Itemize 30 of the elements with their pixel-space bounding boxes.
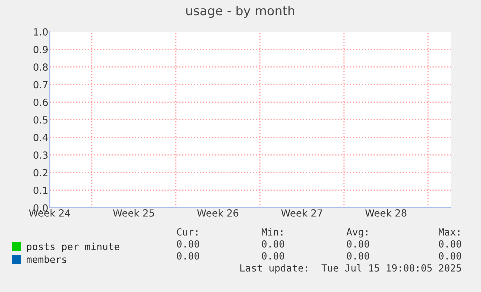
y-tick-label: 0.9 [34, 46, 48, 54]
y-tick-label: 0.7 [34, 81, 48, 89]
text: 0.00 [177, 240, 200, 248]
text: Cur: [177, 228, 198, 236]
text: Min: [262, 228, 283, 236]
y-tick-label: 0.2 [34, 169, 48, 177]
y-tick-label: 0.1 [34, 186, 48, 194]
chart-title: usage - by month [186, 6, 294, 18]
x-tick-label: Week 26 [197, 209, 239, 217]
text: 0.00 [262, 240, 284, 248]
x-tick-label: Week 27 [281, 209, 322, 217]
text: Max: [438, 228, 460, 236]
y-tick-label: 0.8 [34, 64, 48, 72]
x-tick-label: Week 25 [113, 209, 154, 217]
y-tick-label: 0.6 [34, 98, 48, 106]
text: 0.00 [177, 252, 200, 260]
y-tick-label: 0.3 [34, 152, 48, 160]
legend-label: members [26, 256, 66, 264]
x-tick-label: Week 28 [366, 209, 407, 217]
text: 0.00 [347, 252, 370, 260]
text: Avg: [346, 228, 368, 238]
text: 0.00 [347, 240, 370, 248]
text: 0.00 [262, 252, 284, 260]
y-tick-label: 1.0 [34, 28, 48, 36]
text: 0.00 [439, 252, 462, 260]
y-tick-label: 0.4 [34, 134, 48, 142]
legend-label: posts per minute [27, 242, 120, 252]
text: 0.00 [439, 240, 462, 248]
text: Last update: Tue Jul 15 19:00:05 2025 [240, 264, 462, 274]
y-tick-label: 0.5 [34, 116, 48, 124]
